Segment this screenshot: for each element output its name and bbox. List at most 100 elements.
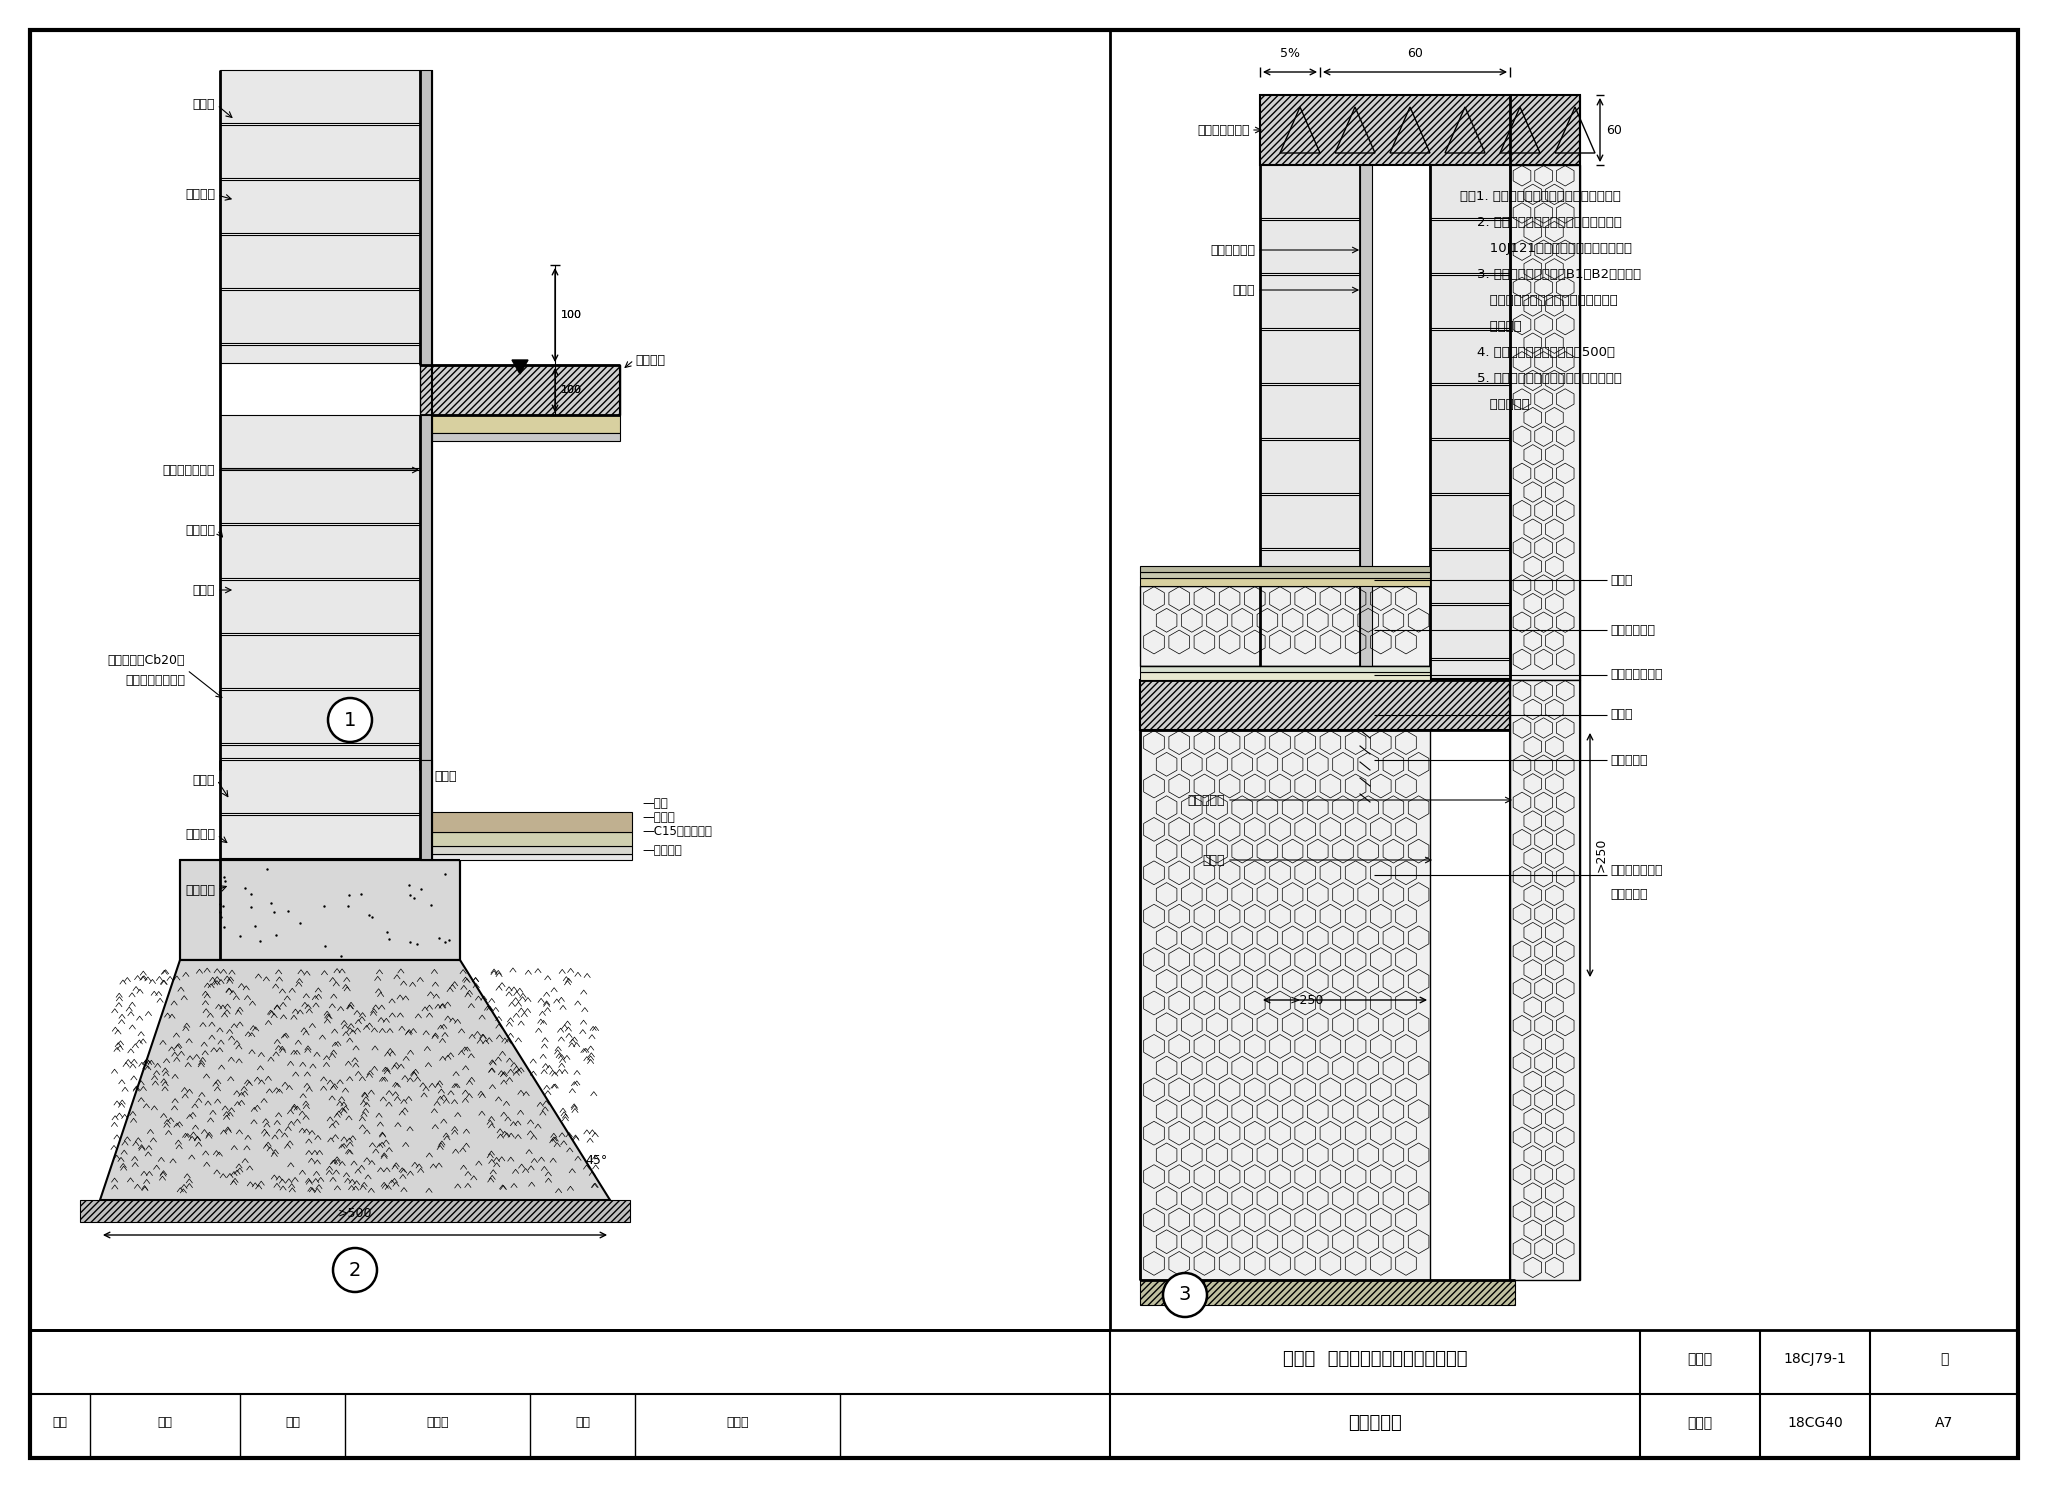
Bar: [432, 854, 633, 860]
Point: [393, 882, 426, 906]
Bar: [1260, 661, 1360, 679]
Bar: [1430, 275, 1509, 327]
Bar: [219, 415, 420, 469]
Text: 防水层: 防水层: [1610, 708, 1632, 722]
Text: 墙构件: 墙构件: [434, 769, 457, 783]
Text: 第一皮砌块Cb20灌: 第一皮砌块Cb20灌: [106, 653, 184, 667]
Bar: [1260, 220, 1360, 272]
Text: 校对: 校对: [285, 1417, 299, 1430]
Text: 45°: 45°: [586, 1153, 608, 1167]
Text: 填缝砂浆: 填缝砂浆: [184, 524, 215, 537]
Bar: [420, 415, 621, 433]
Bar: [1509, 680, 1579, 1280]
Text: 3. 当屋面和外墙均采用B1、B2级保温材: 3. 当屋面和外墙均采用B1、B2级保温材: [1460, 268, 1640, 281]
Text: 2. 外墙外保温构造做法及施工要求详见: 2. 外墙外保温构造做法及施工要求详见: [1460, 216, 1622, 229]
Text: —面层: —面层: [641, 798, 668, 809]
Text: 蔡安谷: 蔡安谷: [426, 1417, 449, 1430]
Text: 18CJ79-1: 18CJ79-1: [1784, 1351, 1847, 1366]
Bar: [420, 365, 621, 415]
Bar: [1260, 275, 1360, 327]
Text: 孔混凝土灌实孔洞: 孔混凝土灌实孔洞: [125, 674, 184, 686]
Text: 审核: 审核: [53, 1417, 68, 1430]
Bar: [219, 815, 420, 859]
Text: 图集号: 图集号: [1688, 1351, 1712, 1366]
Bar: [1430, 496, 1509, 548]
Point: [283, 911, 315, 934]
Text: 外保温系统: 外保温系统: [1188, 793, 1225, 806]
Point: [422, 926, 455, 949]
Bar: [219, 470, 420, 522]
Bar: [1360, 165, 1372, 680]
Text: 60: 60: [1407, 48, 1423, 60]
Text: 室内地面: 室内地面: [635, 354, 666, 366]
Text: 耐碱玻纤网格布: 耐碱玻纤网格布: [162, 463, 215, 476]
Text: 室内地面: 室内地面: [184, 884, 215, 896]
Bar: [1260, 385, 1360, 437]
Text: A7: A7: [1935, 1415, 1954, 1430]
Text: 100: 100: [561, 310, 582, 320]
Circle shape: [328, 698, 373, 743]
Point: [393, 930, 426, 954]
Point: [260, 923, 293, 946]
Text: 注：1. 本图女儿墙适用于上人屋面女儿墙。: 注：1. 本图女儿墙适用于上人屋面女儿墙。: [1460, 190, 1620, 202]
Bar: [219, 70, 420, 124]
Text: 工程设计。: 工程设计。: [1460, 397, 1530, 411]
Text: >500: >500: [338, 1207, 373, 1220]
Text: 张良钊: 张良钊: [727, 1417, 750, 1430]
Point: [244, 930, 276, 954]
Point: [205, 893, 238, 917]
Text: 1: 1: [344, 710, 356, 729]
Bar: [1430, 551, 1509, 603]
Text: 玻纤网: 玻纤网: [1233, 284, 1255, 296]
Bar: [1260, 606, 1360, 658]
Text: 按工程设计: 按工程设计: [1610, 888, 1647, 902]
Bar: [420, 760, 432, 860]
Point: [236, 882, 268, 906]
Text: 60: 60: [1606, 124, 1622, 137]
Text: 页: 页: [1939, 1351, 1948, 1366]
Text: 密封胶: 密封胶: [1610, 573, 1632, 586]
Text: 10J121《外墙外保温建筑构造》。: 10J121《外墙外保温建筑构造》。: [1460, 243, 1632, 254]
Circle shape: [1163, 1274, 1206, 1317]
Point: [205, 900, 238, 924]
Bar: [1430, 165, 1509, 219]
Text: 设计: 设计: [575, 1417, 590, 1430]
Bar: [219, 525, 420, 577]
Text: 耐碱玻纤网格布: 耐碱玻纤网格布: [1610, 668, 1663, 682]
Point: [401, 933, 434, 957]
Bar: [432, 812, 633, 832]
Polygon shape: [100, 960, 610, 1199]
Point: [236, 894, 268, 918]
Bar: [432, 847, 633, 854]
Point: [393, 873, 426, 897]
Bar: [1141, 586, 1430, 667]
Bar: [219, 180, 420, 234]
Text: 100: 100: [561, 385, 582, 394]
Text: 墙构件: 墙构件: [193, 98, 215, 112]
Bar: [1141, 680, 1509, 731]
Point: [428, 862, 461, 885]
Bar: [1260, 330, 1360, 382]
Bar: [219, 580, 420, 632]
Text: >250: >250: [1595, 838, 1608, 872]
Point: [332, 884, 365, 908]
Bar: [1260, 440, 1360, 493]
Bar: [219, 690, 420, 743]
Point: [416, 893, 449, 917]
Bar: [420, 415, 432, 760]
Bar: [219, 125, 420, 179]
Point: [229, 876, 262, 900]
Bar: [219, 760, 420, 812]
Text: 尼龙膨胀螺栓: 尼龙膨胀螺栓: [1610, 623, 1655, 637]
Bar: [1260, 551, 1360, 603]
Bar: [219, 235, 420, 289]
Point: [332, 894, 365, 918]
Text: 4. 尼龙膨胀螺栓建议间距为500。: 4. 尼龙膨胀螺栓建议间距为500。: [1460, 347, 1616, 359]
Bar: [1260, 95, 1579, 165]
Bar: [1260, 496, 1360, 548]
Point: [344, 881, 377, 905]
Text: 墙构件: 墙构件: [193, 583, 215, 597]
Bar: [1141, 731, 1430, 1280]
Circle shape: [334, 1248, 377, 1292]
Text: 100: 100: [561, 310, 582, 320]
